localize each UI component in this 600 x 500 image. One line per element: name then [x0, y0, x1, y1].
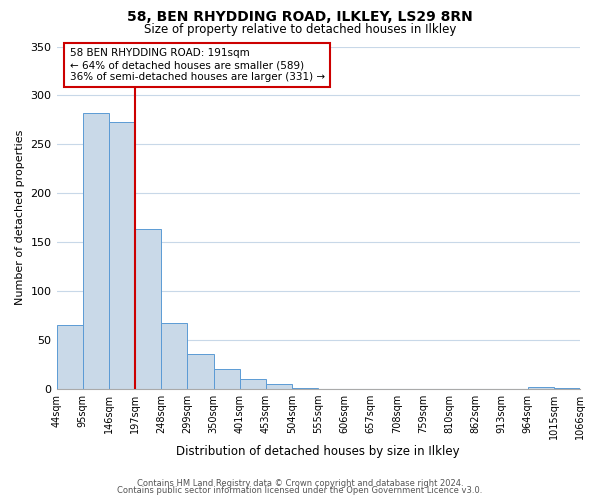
Bar [527, 387, 554, 388]
Bar [56, 325, 83, 388]
Bar [135, 230, 161, 388]
Text: Contains HM Land Registry data © Crown copyright and database right 2024.: Contains HM Land Registry data © Crown c… [137, 478, 463, 488]
Text: Contains public sector information licensed under the Open Government Licence v3: Contains public sector information licen… [118, 486, 482, 495]
Bar [266, 384, 292, 388]
Bar [214, 369, 240, 388]
Y-axis label: Number of detached properties: Number of detached properties [15, 130, 25, 306]
Text: 58 BEN RHYDDING ROAD: 191sqm
← 64% of detached houses are smaller (589)
36% of s: 58 BEN RHYDDING ROAD: 191sqm ← 64% of de… [70, 48, 325, 82]
Bar [187, 354, 214, 388]
Bar [240, 379, 266, 388]
X-axis label: Distribution of detached houses by size in Ilkley: Distribution of detached houses by size … [176, 444, 460, 458]
Bar [109, 122, 135, 388]
Text: 58, BEN RHYDDING ROAD, ILKLEY, LS29 8RN: 58, BEN RHYDDING ROAD, ILKLEY, LS29 8RN [127, 10, 473, 24]
Bar [161, 323, 187, 388]
Bar [83, 113, 109, 388]
Text: Size of property relative to detached houses in Ilkley: Size of property relative to detached ho… [144, 22, 456, 36]
